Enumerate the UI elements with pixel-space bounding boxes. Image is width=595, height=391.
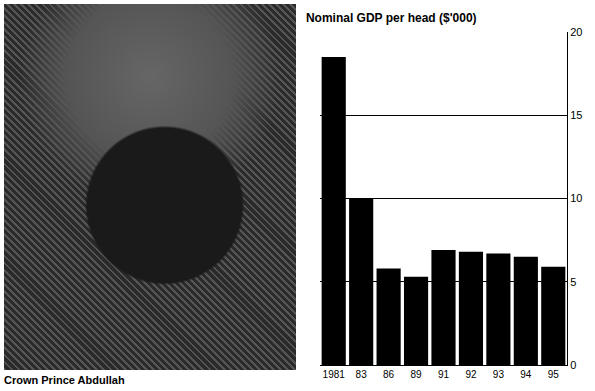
svg-text:89: 89 (410, 369, 422, 380)
svg-text:15: 15 (570, 109, 582, 121)
svg-text:10: 10 (570, 192, 582, 204)
svg-text:Nominal GDP per head ($'000): Nominal GDP per head ($'000) (306, 11, 477, 25)
svg-text:91: 91 (438, 369, 450, 380)
svg-text:95: 95 (548, 369, 560, 380)
svg-text:5: 5 (570, 276, 576, 288)
html-text:Crown Prince Abdullah: Crown Prince Abdullah (4, 374, 125, 386)
svg-text:86: 86 (383, 369, 395, 380)
svg-text:93: 93 (493, 369, 505, 380)
svg-text:20: 20 (570, 26, 582, 38)
svg-text:1981: 1981 (323, 369, 346, 380)
svg-text:92: 92 (465, 369, 477, 380)
svg-text:83: 83 (356, 369, 368, 380)
svg-text:94: 94 (520, 369, 532, 380)
svg-text:0: 0 (570, 359, 576, 371)
